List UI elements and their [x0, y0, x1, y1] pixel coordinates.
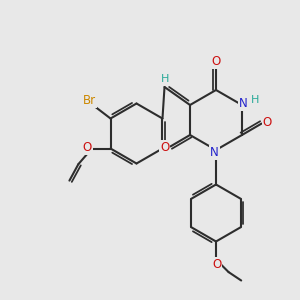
Text: O: O [212, 258, 221, 272]
Text: Br: Br [83, 94, 96, 107]
Text: O: O [83, 141, 92, 154]
Text: H: H [250, 94, 259, 105]
Text: O: O [263, 116, 272, 129]
Text: N: N [210, 146, 219, 159]
Text: N: N [239, 97, 248, 110]
Text: O: O [160, 141, 169, 154]
Text: O: O [212, 55, 220, 68]
Text: H: H [161, 74, 169, 84]
